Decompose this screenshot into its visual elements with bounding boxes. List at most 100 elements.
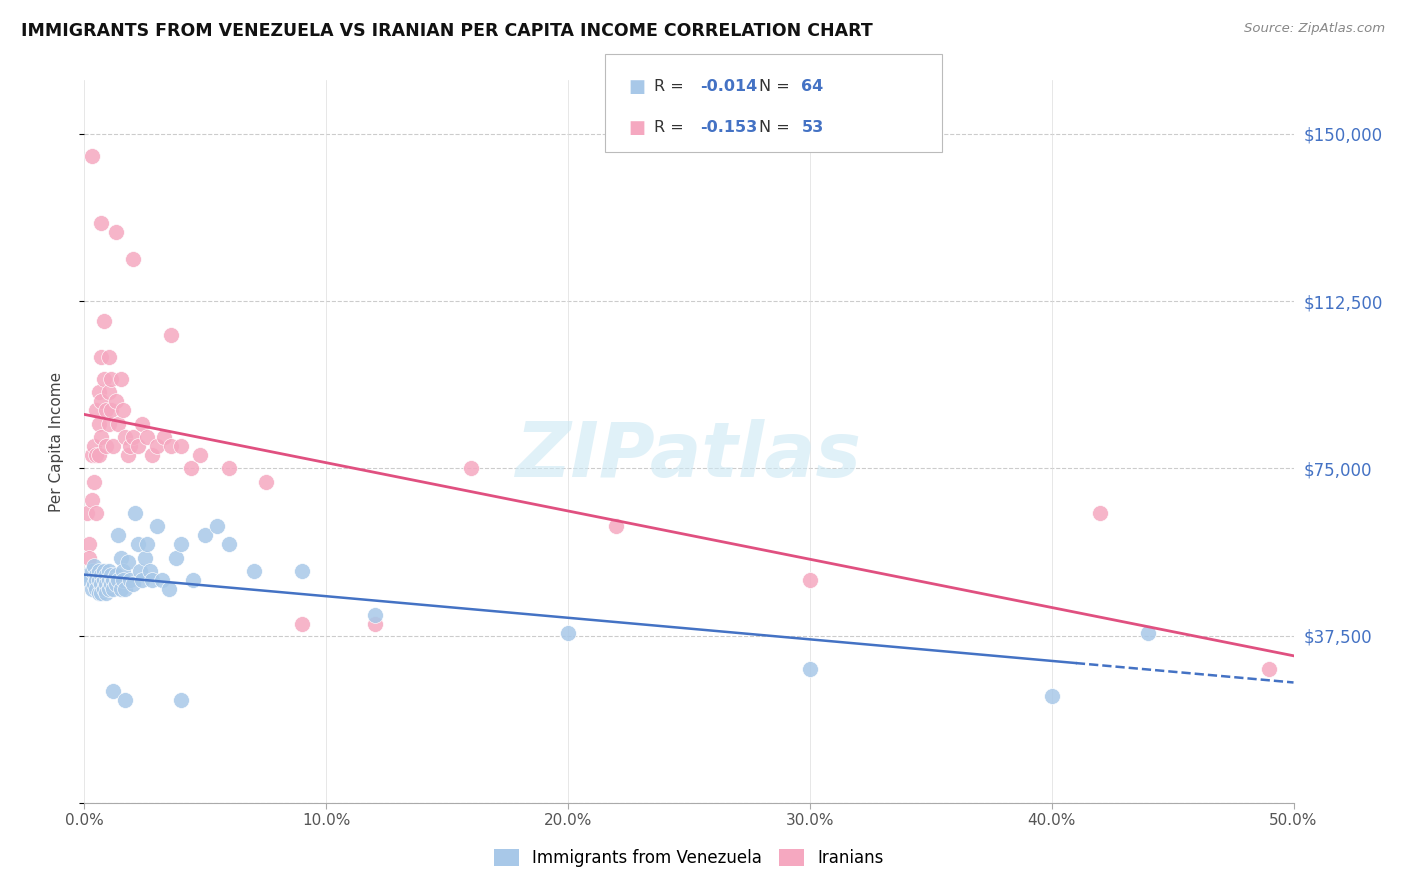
Point (100, 568, 122, 582)
Point (107, 573, 129, 587)
Point (100, 403, 122, 417)
Point (124, 506, 146, 520)
Point (103, 684, 125, 698)
Point (104, 577, 127, 591)
Point (104, 225, 127, 239)
Point (94, 577, 117, 591)
Point (291, 564, 314, 578)
Point (1137, 626, 1160, 640)
Point (131, 573, 153, 587)
Point (121, 577, 143, 591)
Point (87, 417, 110, 431)
Point (97, 564, 120, 578)
Point (114, 582, 136, 596)
Point (1040, 689, 1063, 703)
Point (114, 430, 136, 444)
Point (107, 528, 129, 542)
Point (90, 568, 112, 582)
Legend: Immigrants from Venezuela, Iranians: Immigrants from Venezuela, Iranians (488, 842, 890, 874)
Point (76, 506, 98, 520)
Point (103, 582, 125, 596)
Point (83, 475, 105, 489)
Point (90, 350, 112, 364)
Point (120, 439, 142, 453)
Text: IMMIGRANTS FROM VENEZUELA VS IRANIAN PER CAPITA INCOME CORRELATION CHART: IMMIGRANTS FROM VENEZUELA VS IRANIAN PER… (21, 22, 873, 40)
Point (83, 439, 105, 453)
Point (93, 314, 115, 328)
Point (165, 550, 187, 565)
Text: R =: R = (654, 79, 689, 94)
Point (87, 573, 110, 587)
Point (83, 559, 105, 574)
Text: 53: 53 (801, 120, 824, 135)
Point (104, 394, 127, 409)
Point (170, 537, 193, 551)
Point (93, 573, 115, 587)
Point (190, 448, 212, 462)
Point (127, 439, 149, 453)
Text: N =: N = (759, 120, 796, 135)
Point (180, 461, 202, 475)
Point (460, 461, 482, 475)
Point (97, 582, 120, 596)
Point (121, 430, 143, 444)
Point (117, 555, 139, 569)
Point (120, 573, 142, 587)
Point (194, 528, 217, 542)
Point (112, 573, 135, 587)
Text: -0.153: -0.153 (700, 120, 758, 135)
Point (138, 564, 160, 578)
Point (86, 506, 108, 520)
Point (83, 577, 105, 591)
Point (170, 439, 193, 453)
Point (799, 573, 821, 587)
Point (100, 577, 122, 591)
Point (80, 149, 103, 163)
Point (134, 550, 156, 565)
Point (97, 385, 120, 400)
Point (77, 550, 100, 565)
Point (87, 564, 110, 578)
Point (86, 582, 108, 596)
Y-axis label: Per Capita Income: Per Capita Income (49, 371, 63, 512)
Point (141, 448, 163, 462)
Point (94, 439, 117, 453)
Point (146, 519, 169, 533)
Point (97, 573, 120, 587)
Point (86, 448, 108, 462)
Point (100, 372, 122, 386)
Text: -0.014: -0.014 (700, 79, 758, 94)
Point (87, 586, 110, 600)
Point (218, 537, 240, 551)
Point (76, 568, 98, 582)
Point (157, 582, 180, 596)
Point (242, 564, 264, 578)
Point (80, 492, 103, 507)
Point (207, 519, 229, 533)
Point (90, 216, 112, 230)
Point (363, 608, 385, 623)
Point (153, 430, 176, 444)
Point (80, 582, 103, 596)
Text: ■: ■ (628, 119, 645, 136)
Text: ZIPatlas: ZIPatlas (516, 419, 862, 493)
Point (1258, 662, 1281, 676)
Point (86, 403, 108, 417)
Point (110, 550, 132, 565)
Point (170, 693, 193, 707)
Point (80, 564, 103, 578)
Point (160, 327, 183, 342)
Point (605, 519, 627, 533)
Point (117, 448, 139, 462)
Point (181, 573, 204, 587)
Point (93, 582, 115, 596)
Point (121, 252, 143, 266)
Point (94, 403, 117, 417)
Text: 64: 64 (801, 79, 824, 94)
Point (112, 403, 135, 417)
Point (291, 617, 314, 632)
Text: N =: N = (759, 79, 796, 94)
Point (110, 372, 132, 386)
Point (799, 662, 821, 676)
Point (77, 573, 100, 587)
